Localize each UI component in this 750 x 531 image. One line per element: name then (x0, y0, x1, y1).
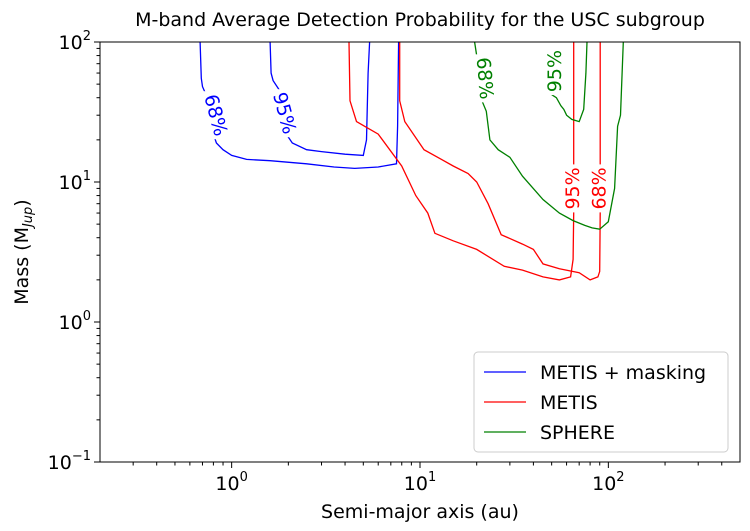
x-tick-label: 101 (404, 470, 436, 495)
contour-label: 68% (472, 56, 498, 100)
x-tick-label: 102 (592, 470, 624, 495)
y-axis-label-sub: Jup (21, 207, 36, 230)
contour-1-1 (399, 42, 601, 281)
contour-label-bg (587, 164, 612, 213)
legend-label: SPHERE (540, 422, 615, 444)
y-axis-label: Mass (MJup) (11, 199, 36, 304)
contour-label-bg (203, 91, 228, 140)
y-axis-label-close: ) (11, 199, 33, 206)
contour-label-bg (472, 54, 497, 103)
contour-label-bg (542, 47, 567, 96)
y-tick-label: 10−1 (48, 449, 91, 474)
contour-label: 95% (562, 167, 584, 209)
axes: 100 101 102 10−1 100 101 102 (48, 29, 723, 495)
contour-label-bg (561, 164, 586, 213)
y-axis-label-main: Mass (M (11, 227, 33, 305)
plot-area: 68% 95%95% 68%68% 95% (199, 41, 624, 281)
contour-2-1 (551, 41, 588, 123)
contour-label: 68% (589, 167, 611, 209)
contour-label-bg (272, 89, 297, 138)
contour-1-0 (348, 41, 575, 281)
legend-box (473, 351, 729, 453)
legend: METIS + masking METIS SPHERE (473, 351, 729, 453)
legend-label: METIS + masking (540, 362, 706, 384)
y-tick-label: 102 (59, 29, 91, 54)
contour-2-0 (473, 41, 624, 230)
y-tick-label: 101 (59, 169, 91, 194)
contour-label: 95% (544, 50, 566, 92)
contour-0-0 (199, 41, 400, 170)
x-axis-label: Semi-major axis (au) (321, 501, 519, 523)
legend-label: METIS (540, 392, 598, 414)
x-tick-label: 100 (215, 470, 247, 495)
y-tick-label: 100 (59, 309, 91, 334)
contour-0-1 (269, 41, 371, 157)
chart-title: M-band Average Detection Probability for… (135, 9, 705, 31)
